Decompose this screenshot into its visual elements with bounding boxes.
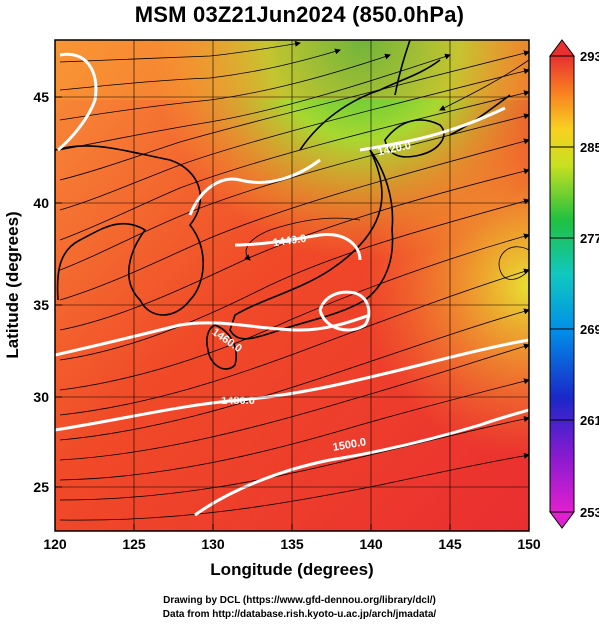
colorbar-body (549, 55, 575, 513)
y-tick-label: 40 (33, 195, 49, 211)
contour-1440 (188, 158, 362, 261)
y-axis-label: Latitude (degrees) (3, 211, 22, 358)
y-tick-labels: 25 30 35 40 45 (33, 89, 49, 495)
contour-label-1500: 1500.0 (332, 436, 367, 454)
colorbar-label: 269 (580, 322, 599, 337)
x-axis-label: Longitude (degrees) (210, 560, 373, 579)
contour-label-1440: 1440.0 (272, 233, 307, 250)
y-tick-label: 25 (33, 479, 49, 495)
coast-sakhalin (394, 40, 411, 96)
colorbar-bottom-triangle (549, 511, 575, 529)
x-tick-label: 130 (201, 536, 225, 552)
contour-1460b (318, 290, 371, 332)
footer-data-credit: Data from http://database.rish.kyoto-u.a… (162, 609, 437, 620)
colorbar-top-triangle (549, 39, 575, 57)
x-tick-label: 120 (43, 536, 67, 552)
x-tick-marks (54, 524, 530, 531)
footer-drawing-credit: Drawing by DCL (https://www.gfd-dennou.o… (163, 595, 436, 606)
contour-1420 (57, 52, 98, 152)
x-tick-label: 145 (438, 536, 462, 552)
y-tick-label: 35 (33, 297, 49, 313)
map-title: MSM 03Z21Jun2024 (850.0hPa) (134, 2, 465, 27)
colorbar-label: 285 (580, 140, 599, 155)
colorbar-label: 253 (580, 505, 599, 520)
height-contours (55, 52, 529, 517)
x-tick-label: 125 (122, 536, 146, 552)
y-tick-label: 45 (33, 89, 49, 105)
coast-korea-china (55, 145, 204, 316)
y-tick-label: 30 (33, 389, 49, 405)
colorbar: 293 285 277 269 261 253 (549, 39, 599, 529)
colorbar-label: 293 (580, 49, 599, 64)
colorbar-label: 277 (580, 231, 599, 246)
x-tick-labels: 120 125 130 135 140 145 150 (43, 536, 541, 552)
x-tick-label: 140 (359, 536, 383, 552)
contour-1500 (194, 408, 529, 517)
coast-kyushu (206, 324, 237, 370)
streamlines (59, 40, 529, 521)
x-tick-label: 135 (280, 536, 304, 552)
x-tick-label: 150 (517, 536, 541, 552)
contour-label-1480: 1480.0 (221, 395, 255, 407)
gridlines (55, 40, 529, 531)
coast-kurils (449, 94, 511, 136)
contour-1480 (55, 338, 529, 432)
coast-honshu (229, 149, 394, 340)
colorbar-label: 261 (580, 413, 599, 428)
y-tick-marks (55, 96, 62, 488)
